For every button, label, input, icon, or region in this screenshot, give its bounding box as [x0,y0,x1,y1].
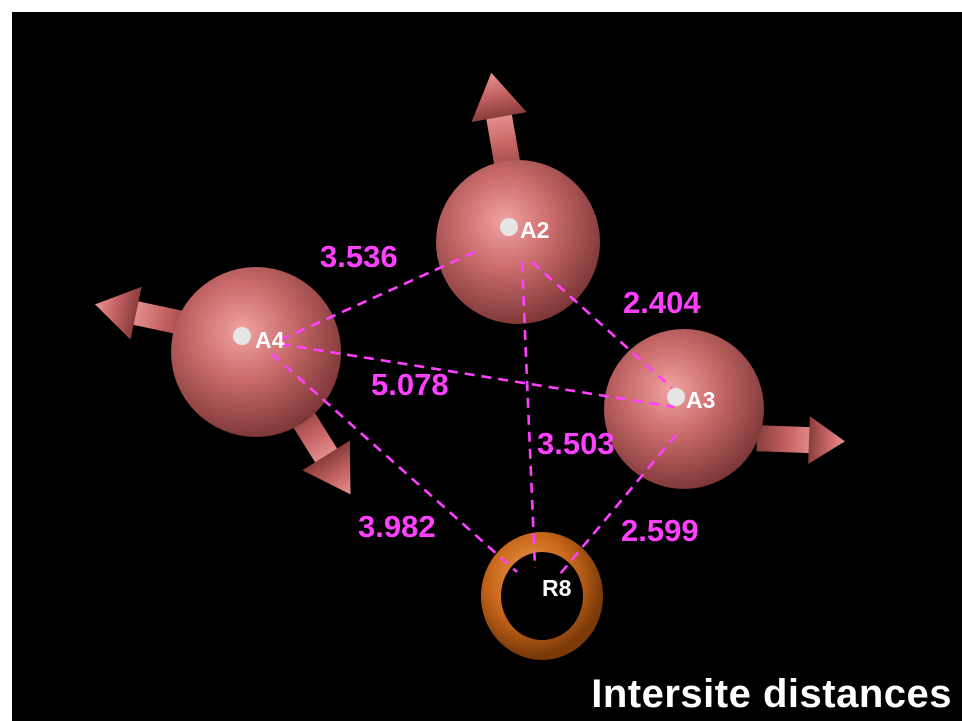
figure-caption: Intersite distances [591,672,952,716]
distance-label-A2-A4: 3.536 [320,239,398,274]
distance-line-A2-R8 [520,261,537,569]
site-center-dot-A4 [233,327,251,345]
site-label-A4: A4 [255,327,285,353]
distance-line-A3-R8 [559,434,677,575]
site-center-dot-A3 [667,388,685,406]
arrow-head-icon [808,416,845,465]
arrow-shaft-icon [756,425,818,454]
distance-label-A2-A3: 2.404 [623,285,701,320]
distance-label-A2-R8: 3.503 [537,426,615,461]
site-center-dot-A2 [500,218,518,236]
arrow-head-icon [471,72,527,122]
arrow-head-icon [95,286,142,340]
distance-line-A4-R8 [271,353,518,573]
structure-scene: 3.536 2.404 5.078 3.503 3.982 2.599 A2 A… [12,12,962,721]
site-label-A3: A3 [686,387,715,413]
site-sphere-A2 [436,160,600,324]
site-label-R8: R8 [542,575,572,601]
arrow-head-icon [302,440,351,495]
site-sphere-A4 [171,267,341,437]
site-label-A2: A2 [520,217,549,243]
distance-label-A4-A3: 5.078 [371,367,449,402]
distance-line-A2-A3 [531,261,673,389]
distance-line-A4-A3 [279,342,675,409]
site-ring-R8 [481,532,603,660]
moment-arrow-A3 [756,416,845,465]
distance-label-A3-R8: 2.599 [621,513,699,548]
site-sphere-A3 [604,329,764,489]
structure-canvas: 3.536 2.404 5.078 3.503 3.982 2.599 A2 A… [95,72,845,660]
distance-label-A4-R8: 3.982 [358,509,436,544]
distance-lines [271,250,677,575]
distance-line-A2-A4 [279,250,476,342]
ring-icon [481,532,603,660]
